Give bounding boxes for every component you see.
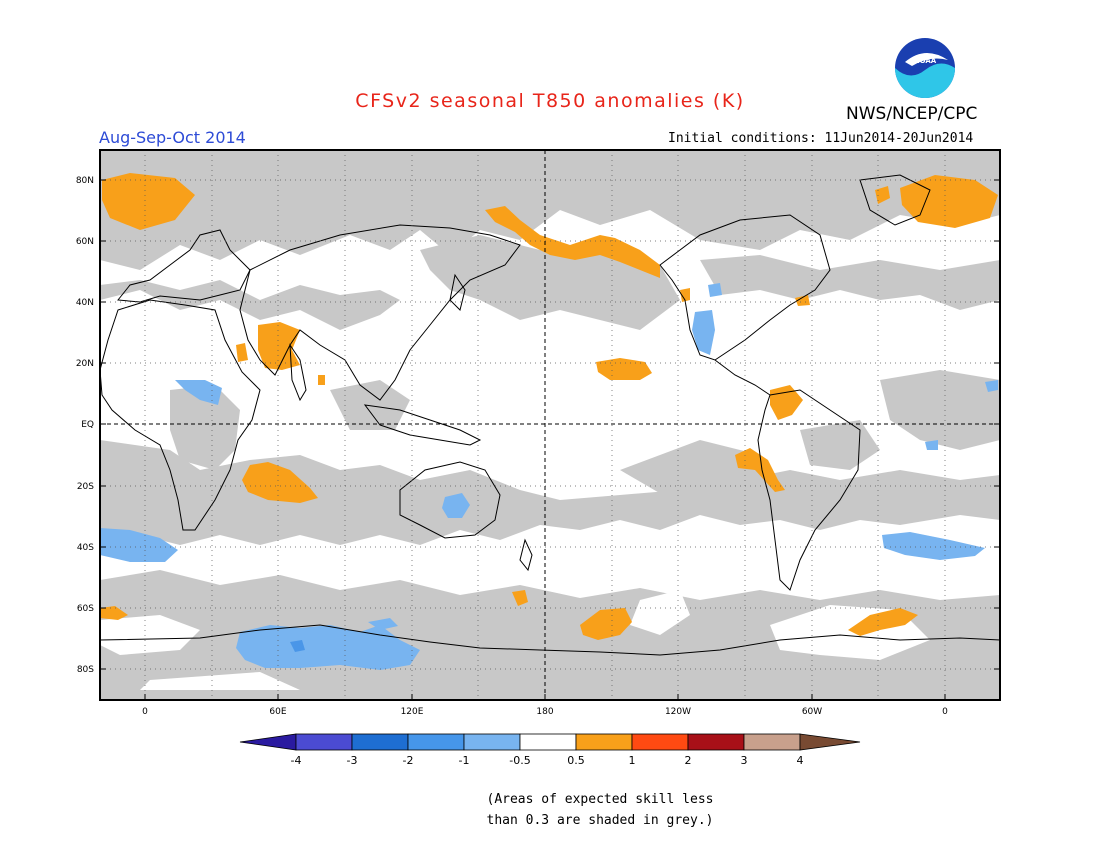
axis-ticks — [100, 179, 1000, 700]
colorbar-label: -3 — [347, 754, 358, 767]
lon-label: 120E — [401, 707, 424, 717]
equator-dateline — [100, 150, 1000, 700]
lat-label: 20N — [76, 359, 94, 369]
lat-label: 60N — [76, 237, 94, 247]
lat-label: 60S — [77, 604, 94, 614]
noaa-logo: NOAA — [895, 38, 955, 98]
longitude-labels: 0 60E 120E 180 120W 60W 0 — [142, 707, 948, 717]
colorbar-label: 3 — [741, 754, 748, 767]
lat-label: 20S — [77, 482, 94, 492]
colorbar-segment — [407, 733, 465, 751]
coastlines — [99, 174, 1001, 656]
map-frame — [99, 149, 1001, 701]
colorbar-segment — [799, 733, 861, 751]
colorbar-label: -1 — [459, 754, 470, 767]
cool-anomaly-regions — [100, 283, 998, 670]
colorbar-segment — [463, 733, 521, 751]
colorbar-segment — [239, 733, 297, 751]
colorbar-segment — [743, 733, 801, 751]
initial-conditions-label: Initial conditions: 11Jun2014-20Jun2014 — [668, 131, 974, 146]
lon-label: 120W — [665, 707, 691, 717]
colorbar-segment — [631, 733, 689, 751]
agency-label: NWS/NCEP/CPC — [846, 104, 978, 124]
footnote-line-2: than 0.3 are shaded in grey.) — [486, 813, 714, 828]
colorbar-label: -2 — [403, 754, 414, 767]
colorbar-segment — [575, 733, 633, 751]
colorbar-label: -4 — [291, 754, 302, 767]
lat-label: EQ — [81, 420, 94, 430]
colorbar-segment — [295, 733, 353, 751]
latitude-labels: 80N 60N 40N 20N EQ 20S 40S 60S 80S — [76, 176, 94, 675]
lat-label: 80S — [77, 665, 94, 675]
footnote-line-1: (Areas of expected skill less — [486, 792, 714, 807]
colorbar-segment — [351, 733, 409, 751]
season-label: Aug-Sep-Oct 2014 — [99, 128, 246, 147]
colorbar-label: 0.5 — [567, 754, 585, 767]
lon-label: 0 — [142, 707, 148, 717]
lon-label: 60W — [802, 707, 822, 717]
colorbar — [239, 733, 861, 751]
lat-label: 40S — [77, 543, 94, 553]
colorbar-label: 2 — [685, 754, 692, 767]
lon-label: 0 — [942, 707, 948, 717]
colorbar-segment — [687, 733, 745, 751]
map-title: CFSv2 seasonal T850 anomalies (K) — [355, 90, 745, 112]
colorbar-label: 4 — [797, 754, 804, 767]
lon-label: 60E — [269, 707, 286, 717]
lat-label: 80N — [76, 176, 94, 186]
graticule — [100, 150, 1000, 700]
colorbar-labels: -4 -3 -2 -1 -0.5 0.5 1 2 3 4 — [291, 754, 804, 767]
colorbar-label: -0.5 — [509, 754, 530, 767]
colorbar-segment — [519, 733, 577, 751]
svg-text:NOAA: NOAA — [914, 57, 937, 65]
lat-label: 40N — [76, 298, 94, 308]
colorbar-label: 1 — [629, 754, 636, 767]
lon-label: 180 — [536, 707, 553, 717]
